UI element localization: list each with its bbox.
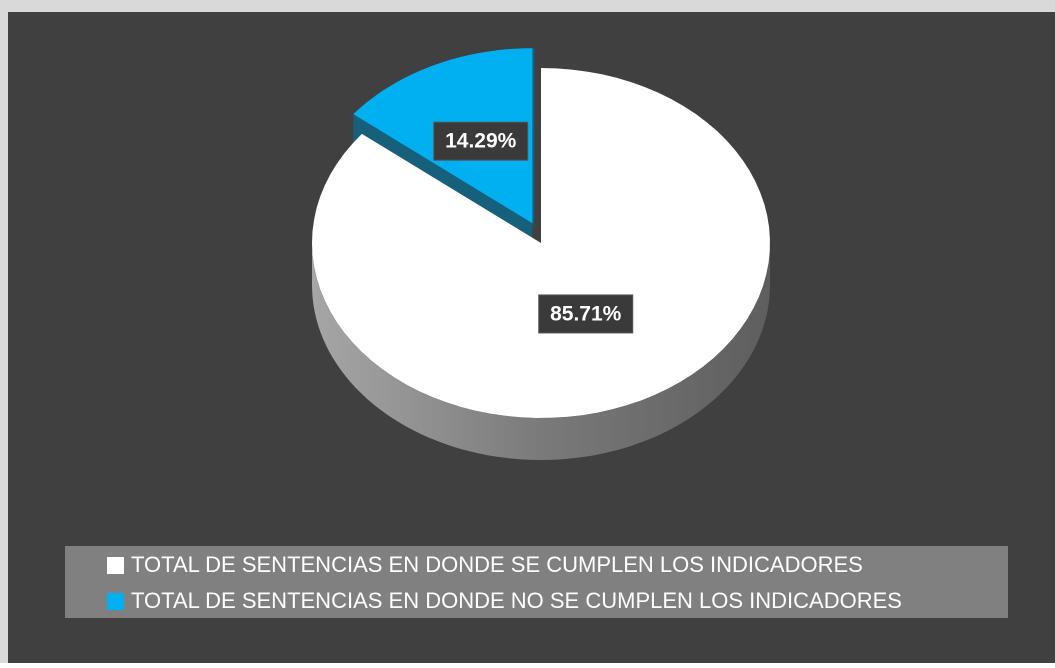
pie: 85.71% 14.29% — [312, 48, 770, 460]
legend-swatch — [107, 557, 124, 574]
data-label: 85.71% — [550, 302, 622, 325]
data-label-box — [538, 294, 634, 334]
legend-box — [65, 546, 1008, 618]
slice-side — [532, 48, 535, 228]
pie-slice — [312, 68, 770, 418]
slice-side — [312, 243, 770, 460]
legend-label: TOTAL DE SENTENCIAS EN DONDE SE CUMPLEN … — [131, 552, 863, 577]
data-label-box — [433, 121, 529, 161]
legend-label: TOTAL DE SENTENCIAS EN DONDE NO SE CUMPL… — [131, 588, 902, 613]
data-label: 14.29% — [445, 130, 517, 153]
legend-swatch — [107, 593, 124, 610]
legend: TOTAL DE SENTENCIAS EN DONDE SE CUMPLEN … — [107, 552, 902, 613]
